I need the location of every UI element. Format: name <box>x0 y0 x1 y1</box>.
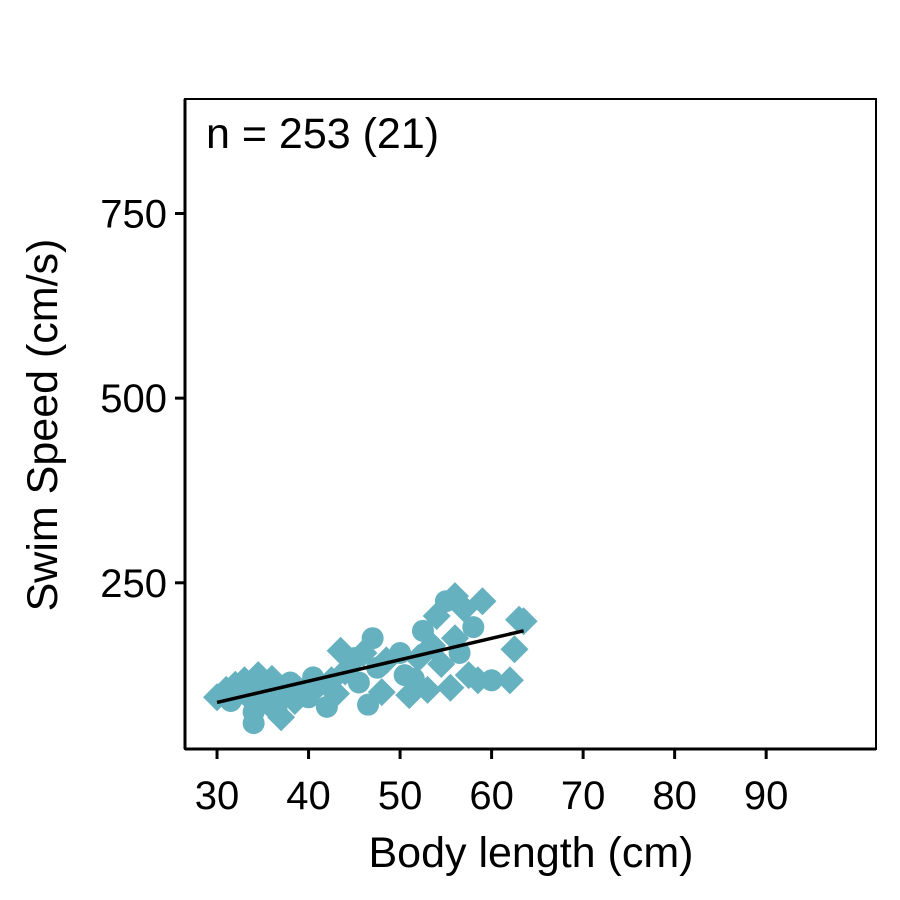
panel-border <box>184 98 877 750</box>
data-point-circle <box>347 671 370 694</box>
fit-line <box>216 629 525 705</box>
data-point-circle <box>242 712 265 735</box>
data-point-diamond <box>436 673 465 702</box>
x-tick-label: 70 <box>561 774 606 818</box>
data-point-diamond <box>413 675 442 704</box>
data-point-diamond <box>322 679 351 708</box>
points-layer <box>203 582 538 735</box>
y-tick-label: 750 <box>100 192 167 236</box>
data-point-circle <box>462 616 485 639</box>
data-point-diamond <box>367 678 396 707</box>
data-point-diamond <box>468 587 497 616</box>
y-axis-title: Swim Speed (cm/s) <box>19 239 67 612</box>
data-point-diamond <box>509 607 538 636</box>
data-point-diamond <box>267 703 296 732</box>
n-annotation: n = 253 (21) <box>206 110 439 158</box>
x-tick-label: 50 <box>378 774 423 818</box>
x-tick-label: 80 <box>652 774 697 818</box>
data-point-circle <box>357 693 380 716</box>
x-tick-label: 60 <box>469 774 514 818</box>
x-tick-label: 90 <box>744 774 789 818</box>
x-tick-label: 40 <box>286 774 331 818</box>
y-tick-label: 500 <box>100 377 167 421</box>
x-tick-label: 30 <box>195 774 240 818</box>
data-point-circle <box>480 669 503 692</box>
x-axis-title: Body length (cm) <box>368 829 693 877</box>
data-point-diamond <box>500 635 529 664</box>
data-point-diamond <box>427 650 456 679</box>
y-ticks: 250 500 750 <box>100 192 185 606</box>
x-ticks: 30 40 50 60 70 80 90 <box>195 749 789 818</box>
y-tick-label: 250 <box>100 562 167 606</box>
data-point-circle <box>361 627 384 650</box>
data-point-diamond <box>495 666 524 695</box>
